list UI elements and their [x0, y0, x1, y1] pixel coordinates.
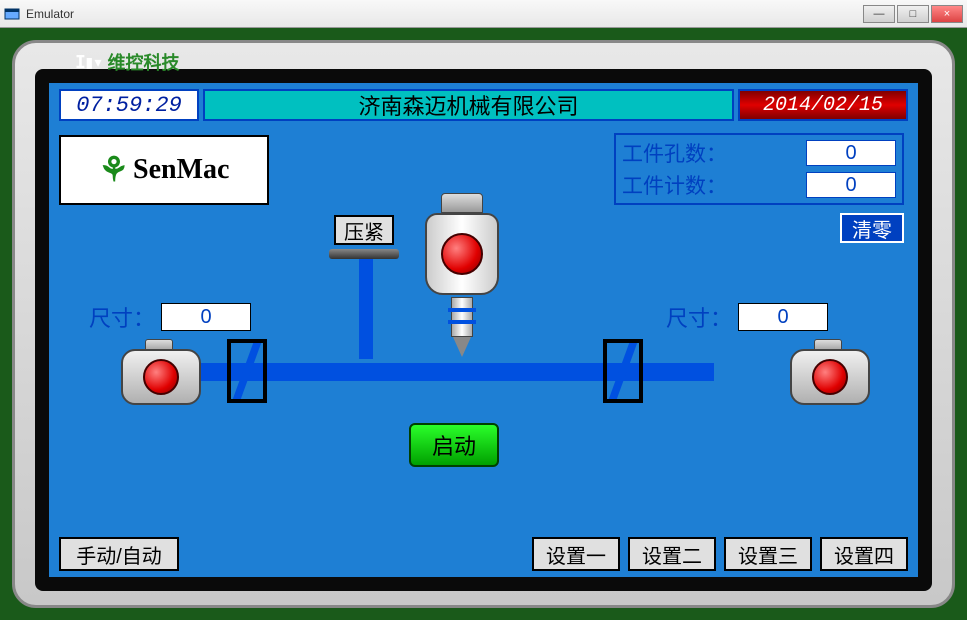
clamp-stem	[359, 259, 373, 359]
brand-text: 维控科技	[108, 49, 180, 75]
company-title: 济南森迈机械有限公司	[203, 89, 734, 121]
settings-1-button[interactable]: 设置一	[532, 537, 620, 571]
mode-toggle-button[interactable]: 手动/自动	[59, 537, 179, 571]
device-frame: I▮▾ 维控科技 07:59:29 济南森迈机械有限公司 2014/02/15 …	[0, 28, 967, 620]
hmi-screen: 07:59:29 济南森迈机械有限公司 2014/02/15 ⚘ SenMac …	[35, 69, 932, 591]
brand-row: I▮▾ 维控科技	[75, 49, 180, 75]
clamp-handle	[329, 249, 399, 259]
window-close-button[interactable]: ×	[931, 5, 963, 23]
motor-right	[790, 339, 880, 413]
size-left-label: 尺寸：	[89, 301, 155, 333]
brand-bars-icon: I▮▾	[75, 52, 102, 73]
window-titlebar: Emulator — □ ×	[0, 0, 967, 28]
window-minimize-button[interactable]: —	[863, 5, 895, 23]
size-left-value[interactable]: 0	[161, 303, 251, 331]
drill-press	[421, 193, 503, 363]
motor-left	[121, 339, 211, 413]
date-display: 2014/02/15	[738, 89, 908, 121]
pieces-value[interactable]: 0	[806, 172, 896, 198]
logo-icon: ⚘	[99, 150, 129, 190]
motor-left-lamp-icon	[143, 359, 179, 395]
holes-value[interactable]: 0	[806, 140, 896, 166]
holes-label: 工件孔数：	[622, 138, 806, 168]
settings-4-button[interactable]: 设置四	[820, 537, 908, 571]
drill-lamp-icon	[441, 233, 483, 275]
start-button[interactable]: 启动	[409, 423, 499, 467]
settings-2-button[interactable]: 设置二	[628, 537, 716, 571]
header-bar: 07:59:29 济南森迈机械有限公司 2014/02/15	[59, 89, 908, 121]
senmac-logo: ⚘ SenMac	[59, 135, 269, 205]
clamp-label[interactable]: 压紧	[334, 215, 394, 245]
clock-display: 07:59:29	[59, 89, 199, 121]
hmi-root: 07:59:29 济南森迈机械有限公司 2014/02/15 ⚘ SenMac …	[49, 83, 918, 577]
pieces-label: 工件计数：	[622, 170, 806, 200]
app-icon	[4, 6, 20, 22]
coupling-left	[227, 339, 267, 403]
window-maximize-button[interactable]: □	[897, 5, 929, 23]
size-right-field: 尺寸： 0	[666, 301, 828, 333]
coupling-right	[603, 339, 643, 403]
clear-button[interactable]: 清零	[840, 213, 904, 243]
motor-right-lamp-icon	[812, 359, 848, 395]
counts-panel: 工件孔数： 0 工件计数： 0	[614, 133, 904, 205]
bottom-nav: 手动/自动 设置一 设置二 设置三 设置四	[59, 537, 908, 571]
settings-3-button[interactable]: 设置三	[724, 537, 812, 571]
size-right-label: 尺寸：	[666, 301, 732, 333]
size-left-field: 尺寸： 0	[89, 301, 251, 333]
device-bezel: I▮▾ 维控科技 07:59:29 济南森迈机械有限公司 2014/02/15 …	[12, 40, 955, 608]
logo-text: SenMac	[133, 154, 229, 186]
size-right-value[interactable]: 0	[738, 303, 828, 331]
window-title: Emulator	[26, 7, 861, 21]
